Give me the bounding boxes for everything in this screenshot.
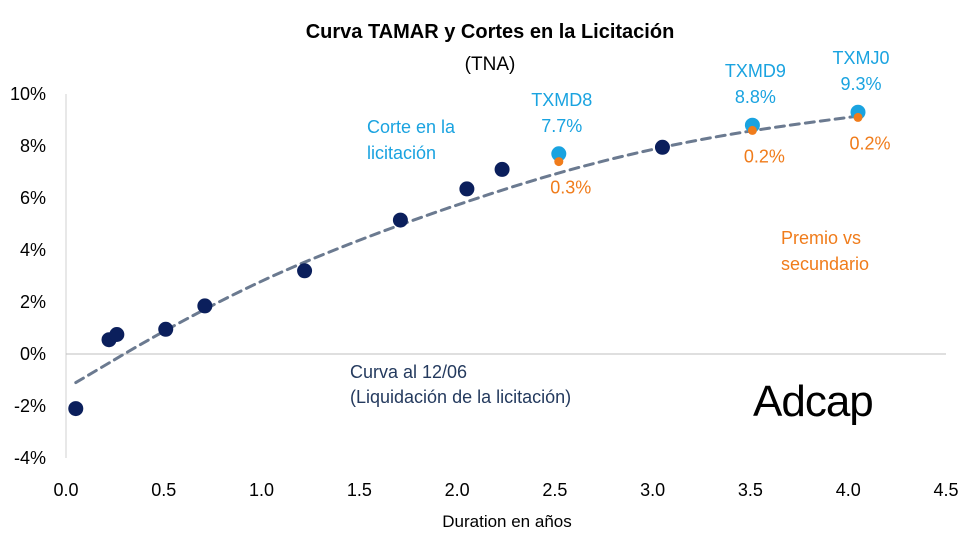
curve-point <box>392 212 408 228</box>
curve-point <box>654 139 670 155</box>
x-tick-label: 4.0 <box>836 480 861 500</box>
x-tick-label: 2.0 <box>445 480 470 500</box>
annotation-curva-line2: (Liquidación de la licitación) <box>350 387 571 407</box>
x-tick-label: 3.0 <box>640 480 665 500</box>
auction-ticker-label: TXMD9 <box>725 61 786 81</box>
auction-value-label: 8.8% <box>735 87 776 107</box>
premium-value-label: 0.2% <box>849 133 890 153</box>
annotation-premio-line1: Premio vs <box>781 228 861 248</box>
x-tick-label: 0.5 <box>151 480 176 500</box>
y-tick-label: -4% <box>14 448 46 468</box>
x-tick-label: 1.5 <box>347 480 372 500</box>
axes: -4% -2% 0% 2% 4% 6% 8% 10% 0.0 0.5 1.0 1.5 2.0 2.5 3.0… <box>10 84 959 500</box>
auction-value-label: 7.7% <box>541 116 582 136</box>
curve-point <box>109 327 125 342</box>
premium-value-label: 0.2% <box>744 146 785 166</box>
annotation-corte-line1: Corte en la <box>367 117 456 137</box>
chart-subtitle: (TNA) <box>465 54 516 75</box>
premium-point <box>747 125 757 135</box>
curve-point <box>158 321 174 337</box>
annotation-curva-line1: Curva al 12/06 <box>350 362 467 382</box>
auction-value-label: 9.3% <box>840 74 881 94</box>
y-tick-label: 6% <box>20 188 46 208</box>
x-tick-label: 4.5 <box>933 480 958 500</box>
y-tick-label: 8% <box>20 136 46 156</box>
premium-value-label: 0.3% <box>550 178 591 198</box>
auction-point <box>551 146 567 162</box>
y-tick-label: 2% <box>20 292 46 312</box>
x-tick-label: 0.0 <box>53 480 78 500</box>
trendline <box>74 114 860 385</box>
trendline-path <box>74 114 860 385</box>
data-labels: TXMD8 7.7% TXMD9 8.8% TXMJ0 9.3% 0.3% 0.2% 0.2% <box>531 48 890 197</box>
annotation-corte-line2: licitación <box>367 143 436 163</box>
premium-point <box>554 157 564 167</box>
annotation-premio-line2: secundario <box>781 254 869 274</box>
adcap-logo: Adcap <box>753 377 873 426</box>
curve-point <box>459 181 475 197</box>
y-tick-label: 4% <box>20 240 46 260</box>
premium-point <box>853 112 863 122</box>
curve-point <box>197 298 213 314</box>
curve-point <box>297 263 313 279</box>
curve-point <box>494 161 510 177</box>
y-tick-label: 0% <box>20 344 46 364</box>
y-tick-label: -2% <box>14 396 46 416</box>
x-tick-label: 1.0 <box>249 480 274 500</box>
x-tick-label: 3.5 <box>738 480 763 500</box>
auction-ticker-label: TXMJ0 <box>832 48 889 68</box>
curve-point <box>68 401 84 417</box>
chart-title: Curva TAMAR y Cortes en la Licitación <box>306 21 675 43</box>
x-axis-label: Duration en años <box>442 512 571 531</box>
y-tick-label: 10% <box>10 84 46 104</box>
x-tick-label: 2.5 <box>542 480 567 500</box>
data-marks <box>68 104 866 417</box>
auction-ticker-label: TXMD8 <box>531 90 592 110</box>
